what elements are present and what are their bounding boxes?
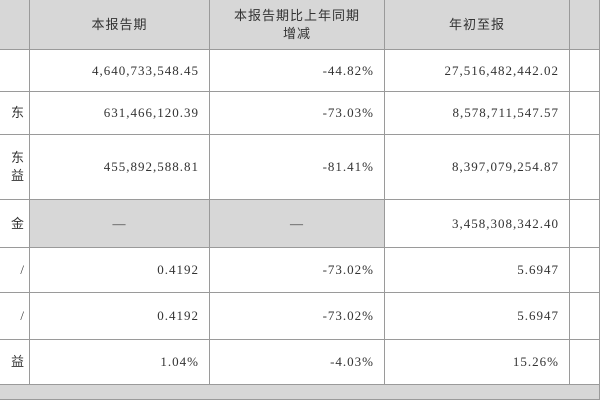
cell-text: 金 <box>10 215 25 231</box>
cell-text: 5.6947 <box>517 262 559 277</box>
cell-text: -44.82% <box>322 62 374 78</box>
cell-text: 631,466,120.39 <box>103 105 199 120</box>
cell-text: / <box>20 308 25 323</box>
data-cell <box>570 92 600 135</box>
cell-text: -73.02% <box>322 308 374 323</box>
cell-text: — <box>290 215 304 231</box>
next-header-band <box>0 385 600 400</box>
cell-line: 本报告期比上年同期 <box>233 7 360 23</box>
data-cell: — <box>30 200 210 248</box>
data-cell <box>570 248 600 293</box>
header-cell <box>570 0 600 50</box>
cell-text: -4.03% <box>330 354 374 369</box>
data-cell: 455,892,588.81 <box>30 135 210 200</box>
cell-text: 8,397,079,254.87 <box>452 159 559 174</box>
data-cell: 8,578,711,547.57 <box>385 92 570 135</box>
data-cell <box>570 340 600 385</box>
cell-line: 增减 <box>282 25 311 41</box>
cell-text: 5.6947 <box>517 308 559 323</box>
cell-text: 东 <box>10 105 25 120</box>
data-cell: 5.6947 <box>385 248 570 293</box>
cell-line: 益 <box>10 168 25 183</box>
data-cell: 15.26% <box>385 340 570 385</box>
data-cell <box>570 50 600 92</box>
header-cell <box>0 0 30 50</box>
cell-text: -81.41% <box>322 159 374 174</box>
cell-text: 益 <box>10 354 25 369</box>
data-cell: 0.4192 <box>30 248 210 293</box>
cell-text: 15.26% <box>512 354 559 369</box>
row-label: 金 <box>0 200 30 248</box>
cell-text: 3,458,308,342.40 <box>452 215 559 231</box>
data-cell: 0.4192 <box>30 293 210 340</box>
cell-text: 0.4192 <box>157 262 199 277</box>
row-label: 东益 <box>0 135 30 200</box>
cell-text: 4,640,733,548.45 <box>92 62 199 78</box>
data-cell <box>570 200 600 248</box>
data-cell: 631,466,120.39 <box>30 92 210 135</box>
row-label: 益 <box>0 340 30 385</box>
data-cell: 27,516,482,442.02 <box>385 50 570 92</box>
cell-text: 0.4192 <box>157 308 199 323</box>
header-cell: 年初至报 <box>385 0 570 50</box>
data-cell: 8,397,079,254.87 <box>385 135 570 200</box>
data-cell: 3,458,308,342.40 <box>385 200 570 248</box>
data-cell: -73.02% <box>210 248 385 293</box>
cell-text: 27,516,482,442.02 <box>444 62 559 78</box>
row-label: 东 <box>0 92 30 135</box>
cell-text: 本报告期 <box>91 16 148 32</box>
data-cell: — <box>210 200 385 248</box>
data-cell: 5.6947 <box>385 293 570 340</box>
data-cell: -73.02% <box>210 293 385 340</box>
cell-line: 东 <box>10 150 25 165</box>
data-cell: 4,640,733,548.45 <box>30 50 210 92</box>
data-cell: -4.03% <box>210 340 385 385</box>
data-cell: -81.41% <box>210 135 385 200</box>
row-label: / <box>0 248 30 293</box>
cell-text: 455,892,588.81 <box>103 159 199 174</box>
data-cell: -44.82% <box>210 50 385 92</box>
cell-text: 8,578,711,547.57 <box>452 105 559 120</box>
cell-text: -73.03% <box>322 105 374 120</box>
header-cell: 本报告期 <box>30 0 210 50</box>
data-cell: 1.04% <box>30 340 210 385</box>
cell-text: 年初至报 <box>448 16 505 32</box>
row-label: / <box>0 293 30 340</box>
data-cell <box>570 293 600 340</box>
cell-text: 1.04% <box>160 354 199 369</box>
data-cell: -73.03% <box>210 92 385 135</box>
data-cell <box>570 135 600 200</box>
cell-text: / <box>20 262 25 277</box>
header-cell: 本报告期比上年同期 增减 <box>210 0 385 50</box>
row-label <box>0 50 30 92</box>
cell-text: — <box>112 215 127 231</box>
cell-text: -73.02% <box>322 262 374 277</box>
